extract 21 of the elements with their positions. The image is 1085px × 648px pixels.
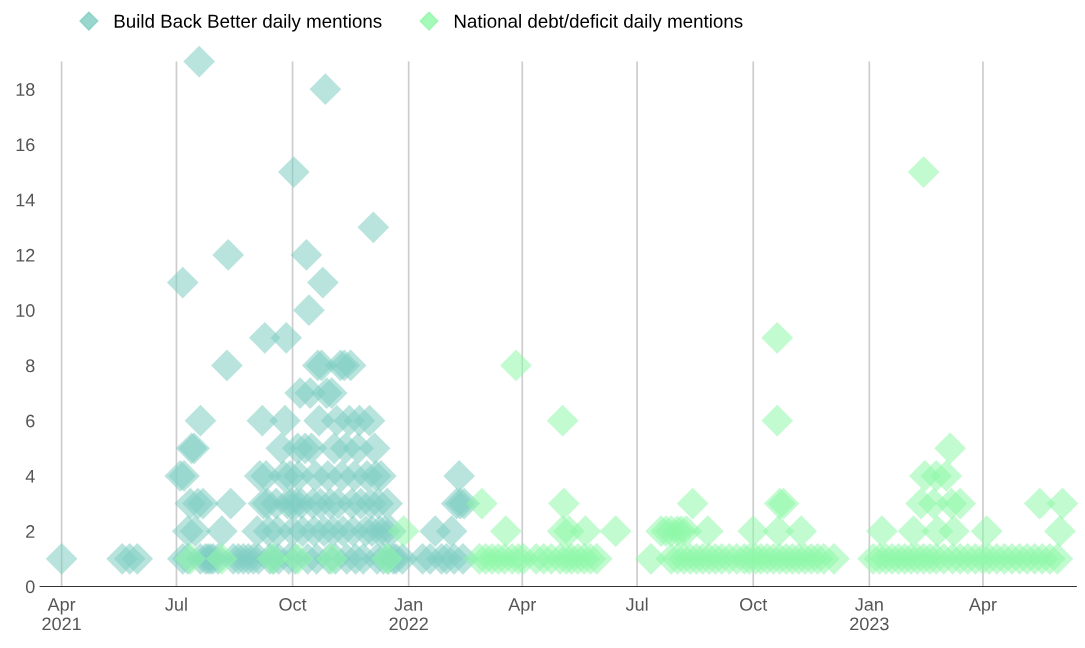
x-tick-label: Jul xyxy=(625,597,648,611)
y-tick-label: 16 xyxy=(16,138,35,152)
y-tick-label: 0 xyxy=(25,580,35,594)
legend-label: National debt/deficit daily mentions xyxy=(454,14,743,32)
x-tick-label: Apr 2021 xyxy=(42,598,81,631)
y-tick-label: 8 xyxy=(26,359,35,373)
x-tick-label: Jul xyxy=(165,597,187,611)
x-tick-label: Oct xyxy=(740,598,768,611)
x-tick-label: Jan 2023 xyxy=(850,598,889,631)
x-tick-label: Apr xyxy=(968,598,997,615)
y-tick-label: 18 xyxy=(16,83,35,96)
x-tick-label: Apr xyxy=(508,598,537,615)
y-tick-label: 10 xyxy=(16,304,35,317)
y-tick-label: 4 xyxy=(25,470,35,483)
y-tick-label: 12 xyxy=(16,248,35,262)
x-tick-label: Jan 2022 xyxy=(389,598,428,631)
legend-label: Build Back Better daily mentions xyxy=(114,14,382,32)
y-tick-label: 2 xyxy=(26,525,35,538)
y-tick-label: 6 xyxy=(26,414,35,428)
x-tick-label: Oct xyxy=(279,598,307,611)
y-tick-label: 14 xyxy=(16,193,35,207)
